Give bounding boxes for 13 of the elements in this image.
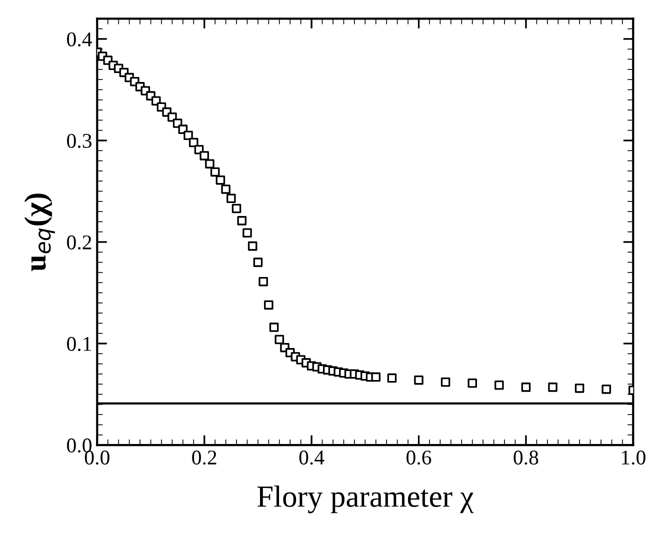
x-tick-label: 0.8 [514, 450, 538, 465]
y-tick-label: 0.3 [67, 134, 92, 148]
x-tick-label: 0.0 [84, 450, 110, 465]
y-tick-label: 0.0 [67, 438, 92, 453]
y-axis-title: u$_{eq}$(χ) [24, 194, 55, 272]
y-tick-label: 0.1 [67, 336, 92, 352]
x-tick-label: 1.0 [622, 450, 646, 465]
y-tick-label: 0.4 [67, 32, 92, 46]
x-axis-title: Flory parameter χ [257, 485, 474, 514]
x-tick-label: 0.4 [299, 450, 324, 465]
x-tick-label: 0.6 [406, 450, 432, 465]
y-tick-label: 0.2 [67, 235, 92, 250]
x-tick-label: 0.2 [192, 450, 216, 465]
